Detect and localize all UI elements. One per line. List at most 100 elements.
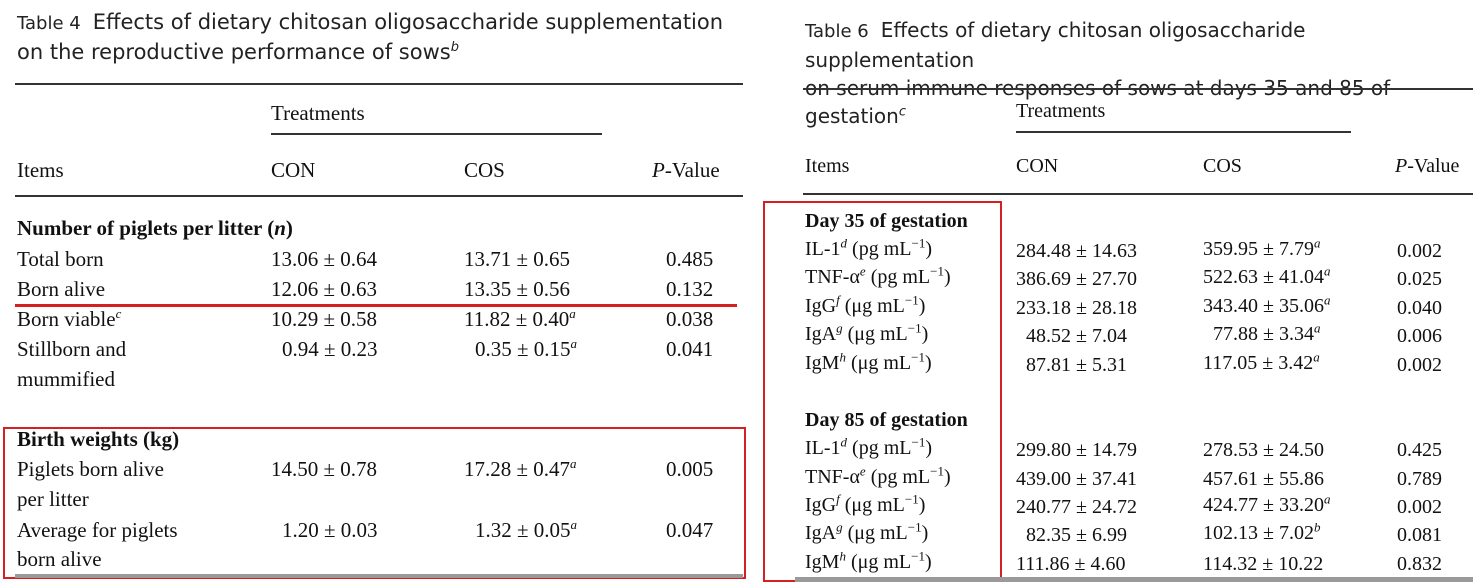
table4-col-pvalue: P-Value	[652, 158, 720, 183]
table4-row-name-cont: mummified	[17, 367, 115, 391]
table6-row-name: IgAg (μg mL−1)	[805, 320, 929, 345]
row-unit: (μg mL	[842, 522, 908, 544]
table6-label: Table 6	[805, 21, 869, 42]
row-cos-text: 343.40 ± 35.06	[1203, 295, 1324, 317]
table4-title-sup: b	[450, 40, 459, 55]
table6-row-con: 299.80 ± 14.79	[1016, 439, 1137, 461]
table6-row-cos: 278.53 ± 24.50	[1203, 439, 1324, 462]
table6-row-con: 233.18 ± 28.18	[1016, 297, 1137, 319]
table4-row-cos-text: 17.28 ± 0.47	[464, 457, 571, 481]
table4-caption: Table 4 Effects of dietary chitosan oligo…	[17, 8, 723, 67]
table6-row-name: IgGf (μg mL−1)	[805, 491, 926, 516]
row-label-sup: d	[840, 235, 848, 251]
table4-row-name-cont: born alive	[17, 547, 102, 571]
row-cos-text: 522.63 ± 41.04	[1203, 266, 1324, 288]
table4-row-cos-sup: a	[570, 336, 578, 351]
row-cos-sup: a	[1323, 292, 1331, 308]
row-label: IgG	[805, 494, 837, 516]
row-cos-sup: a	[1313, 235, 1321, 251]
table6-row-p: 0.006	[1397, 325, 1442, 347]
table4-row-name: Born alive	[17, 277, 106, 301]
table6-row-cos: 359.95 ± 7.79a	[1203, 235, 1321, 261]
row-label-sup: e	[859, 263, 866, 279]
row-label-sup: g	[836, 519, 843, 535]
row-label: IL-1	[805, 238, 841, 260]
table4-col-cos: COS	[464, 158, 505, 182]
table6-row-con: 82.35 ± 6.99	[1026, 524, 1127, 546]
table6-header-rule	[803, 193, 1473, 195]
table6-row-p: 0.425	[1397, 439, 1442, 461]
table4-row-cos-sup: a	[570, 517, 578, 532]
table6-row-cos: 457.61 ± 55.86	[1203, 468, 1324, 491]
row-cos-text: 278.53 ± 24.50	[1203, 439, 1324, 461]
table4-row-p: 0.005	[666, 457, 714, 481]
table4-row-con: 1.20 ± 0.03	[282, 518, 378, 542]
table4-section-piglets: Number of piglets per litter (n)	[17, 216, 293, 241]
table6-top-rule	[803, 88, 1473, 90]
table4-header-rule	[15, 195, 743, 197]
table6-row-p: 0.002	[1397, 496, 1442, 518]
table6-row-con: 111.86 ± 4.60	[1016, 553, 1126, 575]
table6-row-name: IgGf (μg mL−1)	[805, 292, 926, 317]
row-unit: (pg mL	[847, 437, 912, 459]
table4-group-rule	[271, 133, 602, 135]
table4-row-p: 0.047	[666, 518, 714, 542]
table6-col-cos: COS	[1203, 155, 1242, 177]
table6-title-sup: c	[898, 104, 906, 120]
table4-col-p-rest: -Value	[664, 158, 720, 182]
table4-row-cos: 1.32 ± 0.05a	[475, 518, 577, 543]
table6-row-name: IL-1d (pg mL−1)	[805, 434, 932, 459]
table6-row-cos: 117.05 ± 3.42a	[1203, 350, 1320, 375]
row-cos-text: 77.88 ± 3.34	[1213, 323, 1314, 345]
row-unit-exp: −1	[911, 434, 926, 450]
table6-row-con: 240.77 ± 24.72	[1016, 496, 1137, 518]
table4-row-name: Piglets born alive	[17, 457, 164, 481]
table6-row-con: 284.48 ± 14.63	[1016, 240, 1137, 262]
row-unit-exp: −1	[907, 519, 922, 535]
row-unit-exp: −1	[904, 292, 919, 308]
table4-row-cos: 13.35 ± 0.56	[464, 277, 571, 301]
table6-title-line1: Effects of dietary chitosan oligosacchar…	[805, 18, 1306, 72]
table6-row-name: TNF-αe (pg mL−1)	[805, 263, 951, 288]
table4-title-line2: on the reproductive performance of sows	[17, 40, 451, 64]
table4-col-p-italic: P	[652, 158, 665, 182]
row-unit: (pg mL	[847, 238, 912, 260]
table6-row-name: TNF-αe (pg mL−1)	[805, 463, 951, 488]
table6-row-cos: 522.63 ± 41.04a	[1203, 264, 1330, 289]
table6-group-rule	[1016, 131, 1351, 133]
table4-col-con: CON	[271, 158, 316, 182]
table4-row-cos: 0.35 ± 0.15a	[475, 337, 577, 362]
table4-row-name: Born viablec	[17, 307, 121, 332]
row-label: IgG	[805, 295, 837, 317]
row-label: IgA	[805, 323, 837, 345]
table4-row-con: 14.50 ± 0.78	[271, 457, 378, 481]
table4-row-cos: 11.82 ± 0.40a	[464, 307, 576, 332]
table4-row-cos: 13.71 ± 0.65	[464, 247, 571, 271]
row-cos-text: 114.32 ± 10.22	[1203, 553, 1324, 575]
table4-top-rule	[15, 83, 743, 85]
row-unit: (μg mL	[842, 323, 908, 345]
table6-row-p: 0.002	[1397, 240, 1442, 262]
row-cos-sup: a	[1323, 491, 1331, 507]
table6-row-p: 0.002	[1397, 354, 1442, 376]
row-unit: (μg mL	[845, 352, 912, 374]
row-unit: (pg mL	[865, 466, 931, 488]
row-cos-text: 359.95 ± 7.79	[1203, 238, 1314, 260]
row-label: IgA	[805, 522, 837, 544]
table6-row-p: 0.040	[1397, 297, 1442, 319]
row-label: IgM	[805, 352, 840, 374]
row-cos-text: 117.05 ± 3.42	[1203, 352, 1314, 374]
row-label-sup: e	[859, 463, 866, 479]
red-underline-highlight	[15, 304, 737, 307]
table6-row-cos: 424.77 ± 33.20a	[1203, 491, 1331, 517]
row-label-sup: h	[839, 349, 846, 365]
table4-row-name: Total born	[17, 247, 104, 271]
table4-row-cos-sup: a	[569, 306, 576, 321]
row-cos-sup: a	[1313, 320, 1321, 336]
row-label-sup: f	[836, 292, 840, 308]
table6-col-p-rest: -Value	[1407, 155, 1460, 177]
table4-row-name-sup: c	[115, 306, 122, 321]
table6-row-con: 439.00 ± 37.41	[1016, 468, 1137, 490]
table6-row-p: 0.025	[1397, 268, 1442, 290]
table4-row-cos-text: 11.82 ± 0.40	[464, 307, 570, 331]
